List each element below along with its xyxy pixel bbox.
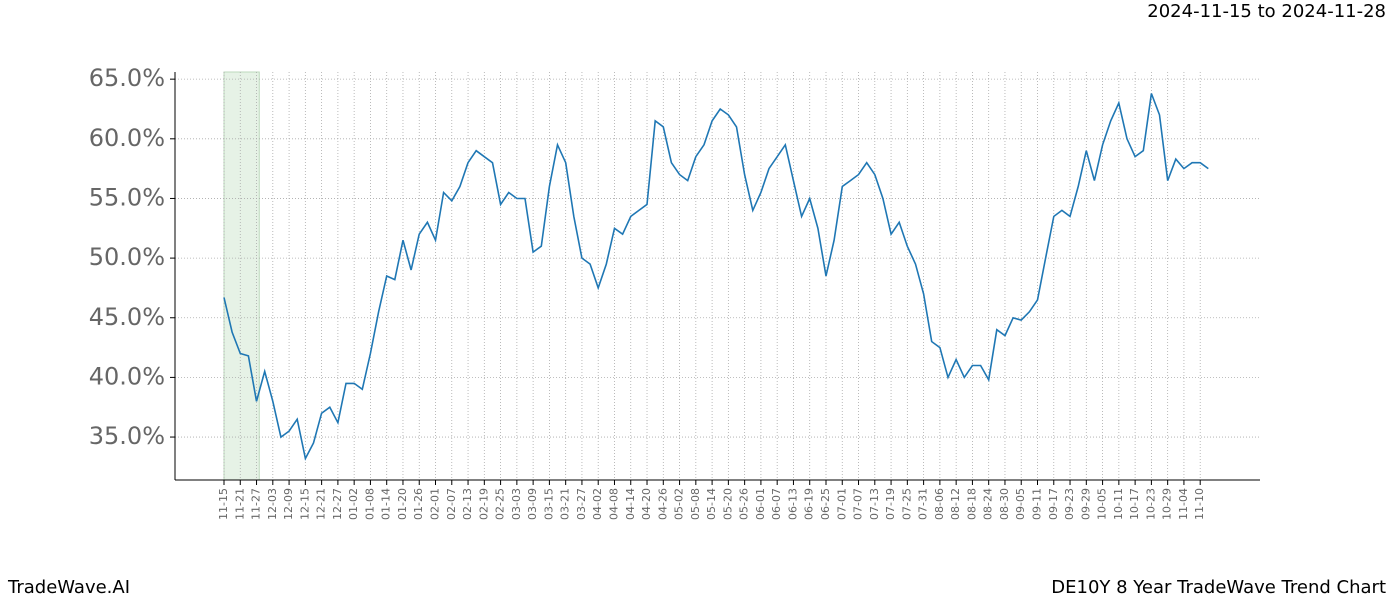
y-tick-label: 40.0%	[89, 362, 165, 390]
x-tick-label: 10-11	[1112, 488, 1125, 520]
y-tick-label: 60.0%	[89, 124, 165, 152]
x-tick-label: 08-12	[949, 488, 962, 520]
y-tick-label: 65.0%	[89, 64, 165, 92]
x-tick-label: 02-07	[445, 488, 458, 520]
x-tick-label: 03-21	[559, 488, 572, 520]
x-tick-label: 01-20	[396, 488, 409, 520]
highlight-band	[223, 71, 260, 481]
x-tick-label: 09-23	[1063, 488, 1076, 520]
x-tick-label: 08-06	[933, 488, 946, 520]
x-tick-label: 02-13	[461, 488, 474, 520]
x-tick-label: 10-17	[1128, 488, 1141, 520]
x-tick-label: 03-09	[526, 488, 539, 520]
x-tick-label: 10-05	[1096, 488, 1109, 520]
x-tick-label: 04-14	[624, 488, 637, 520]
x-tick-label: 11-15	[217, 488, 230, 520]
x-tick-label: 11-27	[250, 488, 263, 520]
chart-title: 2024-11-15 to 2024-11-28	[1147, 1, 1386, 22]
x-tick-label: 09-17	[1047, 488, 1060, 520]
x-tick-label: 11-10	[1193, 488, 1206, 520]
x-tick-label: 06-13	[786, 488, 799, 520]
footer-right: DE10Y 8 Year TradeWave Trend Chart	[1051, 577, 1386, 598]
x-tick-label: 07-13	[868, 488, 881, 520]
x-tick-label: 04-02	[591, 488, 604, 520]
x-tick-label: 05-02	[673, 488, 686, 520]
x-tick-label: 12-15	[298, 488, 311, 520]
x-tick-label: 06-07	[770, 488, 783, 520]
footer-left: TradeWave.AI	[7, 577, 130, 598]
x-tick-label: 04-08	[607, 488, 620, 520]
y-tick-label: 45.0%	[89, 303, 165, 331]
x-tick-label: 10-23	[1144, 488, 1157, 520]
x-tick-label: 01-14	[380, 488, 393, 520]
x-tick-label: 12-03	[266, 488, 279, 520]
x-tick-label: 07-31	[917, 488, 930, 520]
x-tick-label: 08-24	[982, 488, 995, 520]
x-tick-label: 09-29	[1079, 488, 1092, 520]
x-tick-label: 12-09	[282, 488, 295, 520]
x-tick-label: 05-20	[721, 488, 734, 520]
x-tick-label: 02-25	[494, 488, 507, 520]
x-tick-label: 03-27	[575, 488, 588, 520]
x-tick-label: 06-01	[754, 488, 767, 520]
x-tick-label: 03-03	[510, 488, 523, 520]
x-tick-label: 08-30	[998, 488, 1011, 520]
data-line	[223, 93, 1209, 461]
x-tick-label: 05-26	[738, 488, 751, 520]
x-tick-label: 09-05	[1014, 488, 1027, 520]
x-tick-label: 11-04	[1177, 488, 1190, 520]
x-tick-label: 07-01	[835, 488, 848, 520]
x-tick-label: 12-27	[331, 488, 344, 520]
y-tick-label: 55.0%	[89, 183, 165, 211]
x-tick-label: 09-11	[1031, 488, 1044, 520]
x-tick-label: 05-08	[689, 488, 702, 520]
x-tick-label: 07-25	[900, 488, 913, 520]
x-tick-label: 01-08	[363, 488, 376, 520]
x-tick-label: 04-20	[640, 488, 653, 520]
x-tick-label: 07-19	[884, 488, 897, 520]
y-tick-label: 35.0%	[89, 422, 165, 450]
x-tick-label: 04-26	[656, 488, 669, 520]
y-tick-label: 50.0%	[89, 243, 165, 271]
x-tick-label: 05-14	[705, 488, 718, 520]
x-tick-label: 02-19	[477, 488, 490, 520]
x-tick-label: 01-26	[412, 488, 425, 520]
x-tick-label: 06-19	[803, 488, 816, 520]
x-tick-label: 12-21	[315, 488, 328, 520]
x-tick-label: 11-21	[233, 488, 246, 520]
x-tick-label: 01-02	[347, 488, 360, 520]
x-tick-label: 02-01	[429, 488, 442, 520]
x-tick-label: 07-07	[852, 488, 865, 520]
x-tick-label: 06-25	[819, 488, 832, 520]
x-tick-label: 10-29	[1161, 488, 1174, 520]
x-tick-label: 08-18	[965, 488, 978, 520]
x-tick-label: 03-15	[542, 488, 555, 520]
